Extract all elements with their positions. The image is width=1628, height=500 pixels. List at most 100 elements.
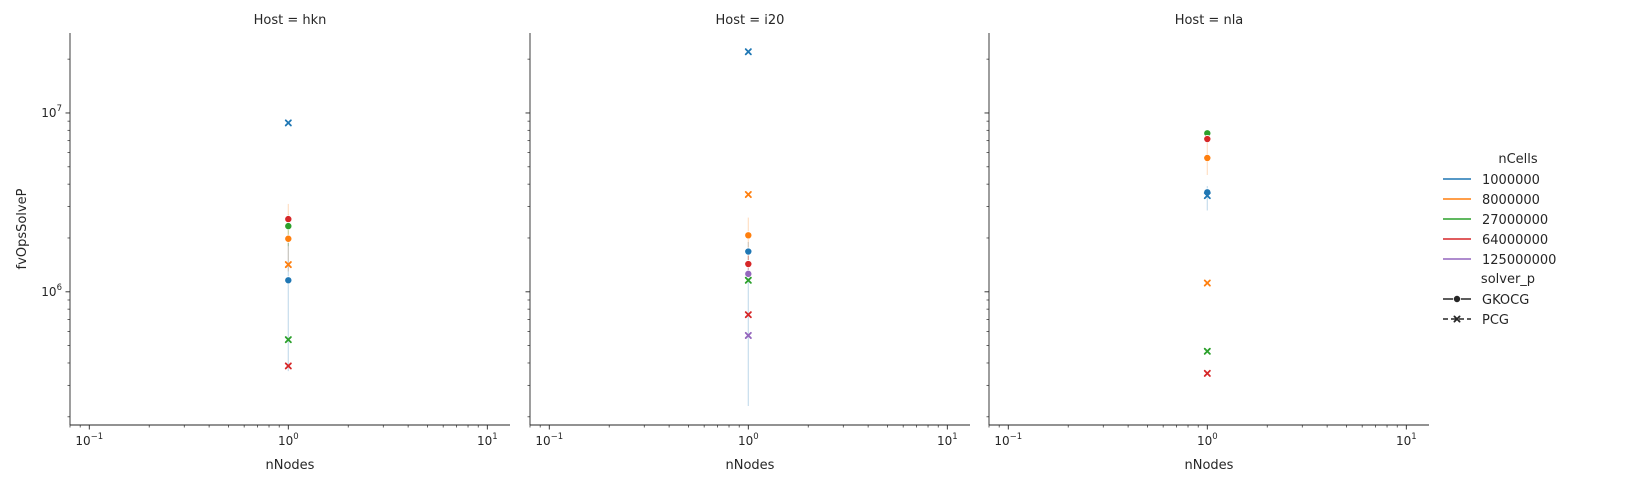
x-tick-label-base: 10 bbox=[1396, 434, 1411, 448]
x-axis-label: nNodes bbox=[1185, 458, 1234, 473]
x-marker-stroke bbox=[1203, 369, 1211, 377]
panel-title: Host = i20 bbox=[716, 13, 785, 28]
legend-label: 125000000 bbox=[1482, 253, 1556, 268]
legend-item: 1000000 bbox=[1443, 173, 1540, 188]
x-marker-stroke bbox=[744, 191, 752, 199]
data-point-gkocg bbox=[284, 234, 293, 243]
x-tick-label: 100 bbox=[1197, 432, 1218, 448]
legend-item: 27000000 bbox=[1443, 213, 1548, 228]
x-tick-label: 101 bbox=[937, 432, 958, 448]
legend-label: GKOCG bbox=[1482, 293, 1529, 308]
x-tick-label-base: 10 bbox=[535, 434, 550, 448]
x-tick-label-base: 10 bbox=[937, 434, 952, 448]
x-tick-label-base: 10 bbox=[75, 434, 90, 448]
x-tick-label-exponent: −1 bbox=[91, 432, 104, 442]
data-point-gkocg bbox=[284, 276, 293, 285]
x-marker-stroke bbox=[744, 276, 752, 284]
x-tick-label: 101 bbox=[477, 432, 498, 448]
x-marker-stroke bbox=[284, 362, 292, 370]
legend-item: 125000000 bbox=[1443, 253, 1556, 268]
legend-item: 8000000 bbox=[1443, 193, 1540, 208]
data-point-pcg bbox=[744, 331, 752, 339]
data-point-pcg bbox=[284, 119, 292, 127]
x-marker-stroke bbox=[284, 336, 292, 344]
x-tick-label: 100 bbox=[738, 432, 759, 448]
legend-item: 64000000 bbox=[1443, 233, 1548, 248]
data-point-gkocg bbox=[284, 222, 293, 231]
x-axis-label: nNodes bbox=[266, 458, 315, 473]
data-point-pcg bbox=[744, 191, 752, 199]
x-marker-stroke bbox=[1203, 192, 1211, 200]
data-point-gkocg bbox=[1203, 135, 1212, 144]
x-tick-label-exponent: 1 bbox=[952, 432, 957, 442]
x-marker-stroke bbox=[744, 311, 752, 319]
x-marker-stroke bbox=[744, 331, 752, 339]
data-point-pcg bbox=[1203, 369, 1211, 377]
data-point-gkocg bbox=[744, 247, 753, 256]
legend-title-solver: solver_p bbox=[1481, 272, 1535, 287]
data-point-pcg bbox=[284, 336, 292, 344]
data-point-pcg bbox=[284, 261, 292, 269]
x-tick-label-exponent: 0 bbox=[293, 432, 298, 442]
data-point-pcg bbox=[744, 276, 752, 284]
x-tick-label-exponent: −1 bbox=[1010, 432, 1023, 442]
legend-label: 8000000 bbox=[1482, 193, 1540, 208]
x-axis-label: nNodes bbox=[726, 458, 775, 473]
legend-item: GKOCG bbox=[1443, 293, 1529, 308]
legend-item: PCG bbox=[1443, 313, 1509, 328]
data-point-pcg bbox=[284, 362, 292, 370]
data-point-pcg bbox=[1203, 279, 1211, 287]
data-point-pcg bbox=[744, 48, 752, 56]
y-axis-label: fvOpsSolveP bbox=[15, 188, 30, 269]
panel-title: Host = hkn bbox=[254, 13, 327, 28]
data-point-gkocg bbox=[284, 215, 293, 224]
x-tick-label-exponent: 0 bbox=[753, 432, 758, 442]
x-tick-label-base: 10 bbox=[738, 434, 753, 448]
x-tick-label: 10−1 bbox=[994, 432, 1022, 448]
x-marker-stroke bbox=[1203, 279, 1211, 287]
y-tick-label: 107 bbox=[41, 104, 62, 120]
data-point-gkocg bbox=[744, 269, 753, 278]
data-point-gkocg bbox=[744, 260, 753, 269]
x-tick-label-exponent: 1 bbox=[492, 432, 497, 442]
legend-marker bbox=[1453, 315, 1461, 323]
x-tick-label-base: 10 bbox=[477, 434, 492, 448]
x-tick-label: 101 bbox=[1396, 432, 1417, 448]
data-point-pcg bbox=[744, 311, 752, 319]
data-point-gkocg bbox=[1203, 154, 1212, 163]
x-marker-stroke bbox=[284, 119, 292, 127]
y-tick-label: 106 bbox=[41, 283, 62, 299]
x-tick-label-base: 10 bbox=[994, 434, 1009, 448]
y-tick-label-base: 10 bbox=[41, 285, 56, 299]
y-tick-label-exponent: 6 bbox=[57, 283, 62, 293]
legend-label: 27000000 bbox=[1482, 213, 1548, 228]
legend-title-ncells: nCells bbox=[1498, 152, 1538, 167]
x-tick-label: 10−1 bbox=[535, 432, 563, 448]
x-marker-stroke bbox=[744, 48, 752, 56]
data-point-pcg bbox=[1203, 192, 1211, 200]
x-tick-label-base: 10 bbox=[1197, 434, 1212, 448]
x-marker-stroke bbox=[1453, 315, 1461, 323]
data-point-gkocg bbox=[744, 231, 753, 240]
legend-marker bbox=[1453, 294, 1462, 303]
x-tick-label-exponent: 1 bbox=[1411, 432, 1416, 442]
x-tick-label: 100 bbox=[278, 432, 299, 448]
data-point-pcg bbox=[1203, 347, 1211, 355]
legend-label: PCG bbox=[1482, 313, 1509, 328]
x-tick-label-exponent: −1 bbox=[551, 432, 564, 442]
legend: nCells 1000000 8000000 27000000 64000000 1250… bbox=[1443, 152, 1556, 328]
x-marker-stroke bbox=[1203, 347, 1211, 355]
x-tick-label-exponent: 0 bbox=[1212, 432, 1217, 442]
x-tick-label: 10−1 bbox=[75, 432, 103, 448]
legend-label: 1000000 bbox=[1482, 173, 1540, 188]
panel-title: Host = nla bbox=[1175, 13, 1244, 28]
x-marker-stroke bbox=[284, 261, 292, 269]
x-tick-label-base: 10 bbox=[278, 434, 293, 448]
y-tick-label-base: 10 bbox=[41, 106, 56, 120]
y-tick-label-exponent: 7 bbox=[57, 104, 62, 114]
